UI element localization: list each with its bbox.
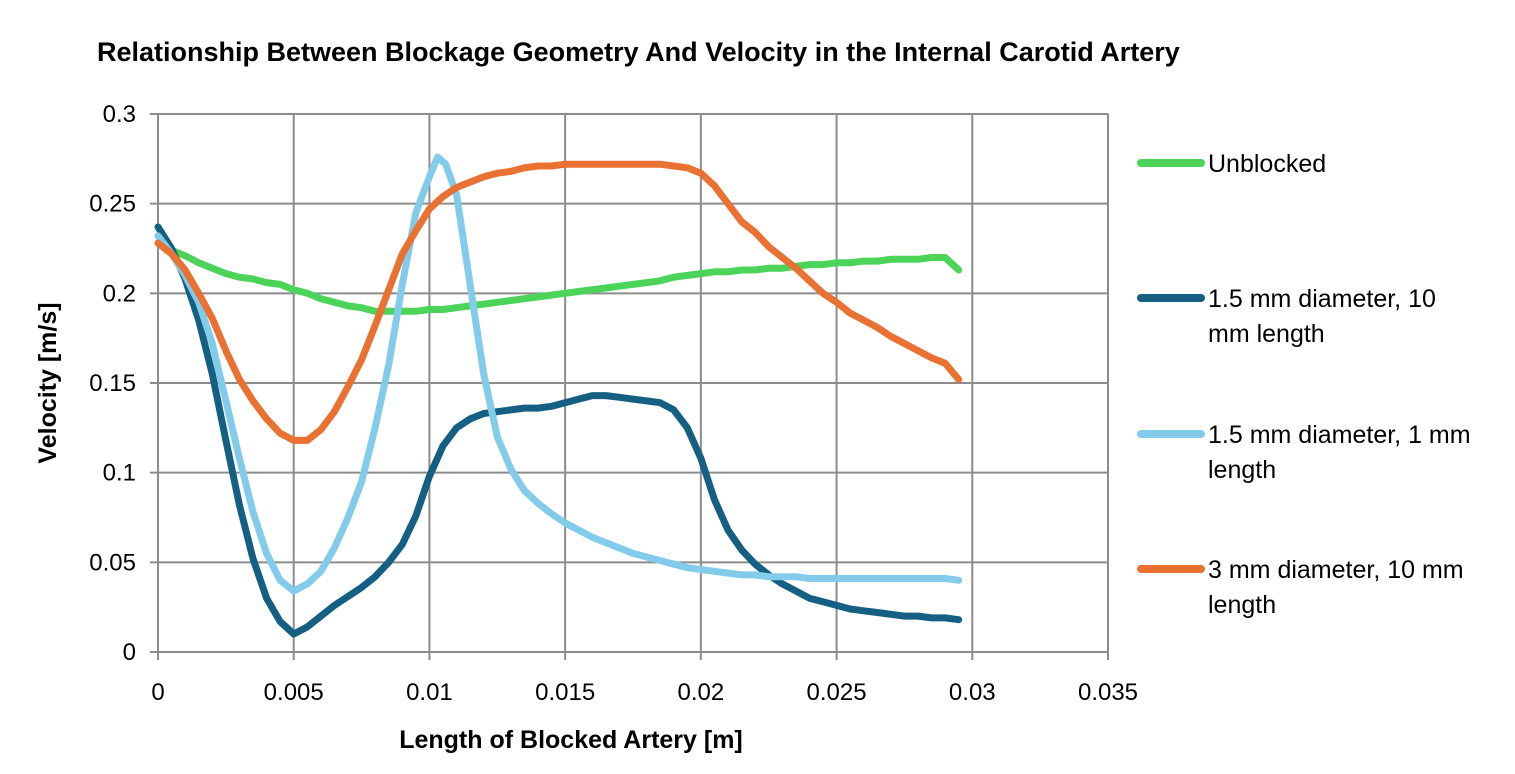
x-tick-label: 0.005: [264, 679, 324, 706]
series-line-3: [154, 153, 963, 595]
legend: Unblocked 1.5 mm diameter, 10 mm length 1.5…: [1137, 150, 1471, 619]
legend-item-1: Unblocked: [1137, 150, 1326, 178]
legend-label: Unblocked: [1208, 150, 1326, 178]
series-line-4: [154, 160, 963, 444]
y-tick-label: 0.05: [89, 549, 136, 576]
y-tick-label: 0.2: [103, 280, 136, 307]
series-line-1: [154, 239, 963, 315]
x-tick-label: 0.01: [406, 679, 453, 706]
legend-label: 1.5 mm diameter, 1 mm length: [1208, 421, 1471, 484]
grid: [150, 113, 1109, 660]
x-tick-label: 0.03: [949, 679, 996, 706]
y-tick-label: 0.1: [103, 460, 136, 487]
legend-label: 1.5 mm diameter, 10 mm length: [1208, 285, 1436, 348]
x-axis-ticks: 0 0.005 0.01 0.015 0.02 0.025 0.03 0.035: [151, 679, 1138, 706]
x-tick-label: 0.035: [1078, 679, 1138, 706]
y-tick-label: 0.25: [89, 191, 136, 218]
x-tick-label: 0: [151, 679, 164, 706]
y-axis-ticks: 0 0.05 0.1 0.15 0.2 0.25 0.3: [89, 101, 136, 666]
legend-item-4: 3 mm diameter, 10 mm length: [1137, 556, 1464, 619]
x-tick-label: 0.015: [535, 679, 595, 706]
x-tick-label: 0.02: [677, 679, 724, 706]
series-line-2: [154, 223, 963, 638]
y-tick-label: 0: [123, 639, 136, 666]
chart-title: Relationship Between Blockage Geometry A…: [97, 37, 1180, 67]
x-tick-label: 0.025: [807, 679, 867, 706]
y-axis-title: Velocity [m/s]: [34, 302, 62, 463]
legend-label: 3 mm diameter, 10 mm length: [1208, 556, 1464, 619]
legend-item-2: 1.5 mm diameter, 10 mm length: [1137, 285, 1436, 348]
y-tick-label: 0.3: [103, 101, 136, 128]
series-layer: [154, 153, 963, 638]
x-axis-title: Length of Blocked Artery [m]: [399, 726, 743, 754]
legend-item-3: 1.5 mm diameter, 1 mm length: [1137, 421, 1471, 484]
y-tick-label: 0.15: [89, 370, 136, 397]
